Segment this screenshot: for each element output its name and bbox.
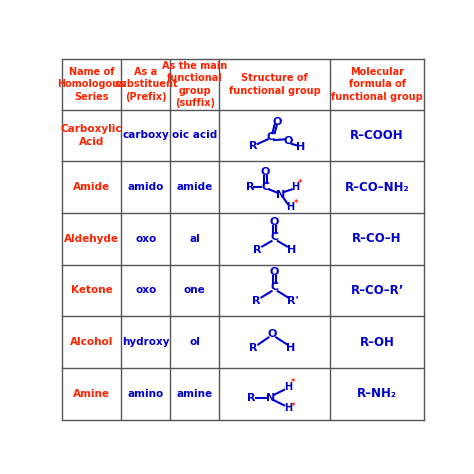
Text: *: * bbox=[298, 179, 302, 188]
Text: C: C bbox=[271, 283, 279, 292]
Text: R–CO–R’: R–CO–R’ bbox=[350, 284, 404, 297]
Text: O: O bbox=[261, 167, 270, 177]
Text: H: H bbox=[286, 202, 294, 212]
Text: R: R bbox=[249, 141, 258, 151]
Text: oxo: oxo bbox=[135, 234, 156, 244]
Text: ol: ol bbox=[190, 337, 201, 347]
Text: As the main
functional
group
(suffix): As the main functional group (suffix) bbox=[162, 61, 228, 108]
Text: Aldehyde: Aldehyde bbox=[64, 234, 119, 244]
Text: R: R bbox=[246, 182, 254, 192]
Text: Ketone: Ketone bbox=[71, 285, 112, 295]
Text: R: R bbox=[254, 245, 262, 255]
Text: *: * bbox=[293, 199, 298, 208]
Text: C: C bbox=[267, 132, 275, 142]
Text: amino: amino bbox=[128, 389, 164, 399]
Text: H: H bbox=[287, 245, 296, 255]
Text: N: N bbox=[276, 190, 285, 200]
Text: O: O bbox=[268, 329, 277, 339]
Text: O: O bbox=[270, 217, 279, 227]
Text: oxo: oxo bbox=[135, 285, 156, 295]
Text: R: R bbox=[247, 392, 255, 402]
Text: Alcohol: Alcohol bbox=[70, 337, 113, 347]
Text: amide: amide bbox=[177, 182, 213, 192]
Text: H: H bbox=[284, 382, 292, 392]
Text: H: H bbox=[286, 343, 296, 353]
Text: *: * bbox=[291, 378, 295, 387]
Text: R–CO–H: R–CO–H bbox=[352, 232, 402, 245]
Text: O: O bbox=[270, 267, 279, 277]
Text: Carboxylic
Acid: Carboxylic Acid bbox=[61, 124, 122, 146]
Text: al: al bbox=[190, 234, 200, 244]
Text: Name of
Homologous
Series: Name of Homologous Series bbox=[57, 67, 126, 102]
Text: R–COOH: R–COOH bbox=[350, 129, 404, 142]
Text: C: C bbox=[271, 232, 279, 242]
Text: N: N bbox=[266, 392, 275, 402]
Text: R–NH₂: R–NH₂ bbox=[357, 387, 397, 400]
Text: R–OH: R–OH bbox=[360, 336, 394, 348]
Text: R: R bbox=[252, 296, 260, 306]
Text: O: O bbox=[283, 136, 292, 146]
Text: H: H bbox=[291, 182, 299, 192]
Text: As a
substituent
(Prefix): As a substituent (Prefix) bbox=[114, 67, 178, 102]
Text: C: C bbox=[261, 182, 269, 192]
Text: Structure of
functional group: Structure of functional group bbox=[229, 73, 320, 96]
Text: R–CO–NH₂: R–CO–NH₂ bbox=[345, 181, 410, 193]
Text: R': R' bbox=[287, 296, 299, 306]
Text: H: H bbox=[296, 142, 305, 152]
Text: oic acid: oic acid bbox=[172, 130, 218, 140]
Text: R: R bbox=[249, 343, 258, 353]
Text: H: H bbox=[284, 403, 292, 413]
Text: hydroxy: hydroxy bbox=[122, 337, 170, 347]
Text: Amide: Amide bbox=[73, 182, 110, 192]
Text: *: * bbox=[291, 401, 295, 410]
Text: O: O bbox=[272, 117, 282, 127]
Text: amido: amido bbox=[128, 182, 164, 192]
Text: carboxy: carboxy bbox=[122, 130, 169, 140]
Text: Molecular
formula of
functional group: Molecular formula of functional group bbox=[331, 67, 423, 102]
Text: Amine: Amine bbox=[73, 389, 110, 399]
Text: one: one bbox=[184, 285, 206, 295]
Text: amine: amine bbox=[177, 389, 213, 399]
